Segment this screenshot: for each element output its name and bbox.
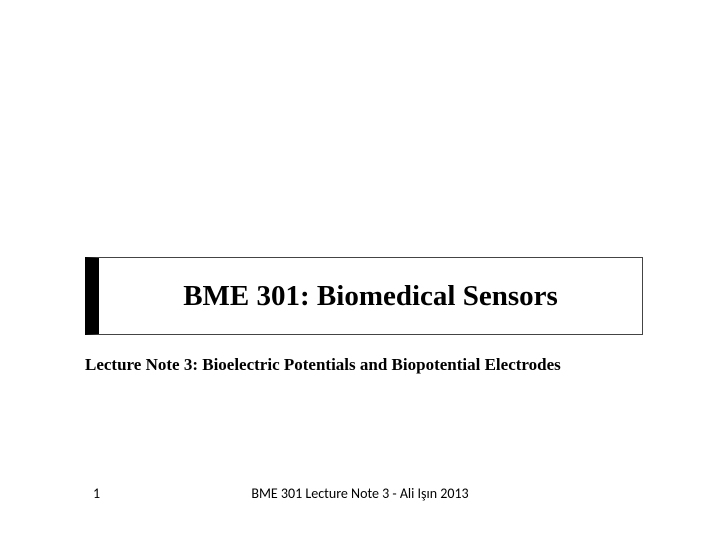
subtitle-box: Lecture Note 3: Bioelectric Potentials a… [85, 355, 643, 375]
title-box: BME 301: Biomedical Sensors [85, 257, 643, 335]
footer-text: BME 301 Lecture Note 3 - Ali Işın 2013 [0, 485, 720, 502]
slide-title: BME 301: Biomedical Sensors [183, 280, 558, 313]
slide: BME 301: Biomedical Sensors Lecture Note… [0, 0, 720, 540]
slide-subtitle: Lecture Note 3: Bioelectric Potentials a… [85, 355, 643, 375]
